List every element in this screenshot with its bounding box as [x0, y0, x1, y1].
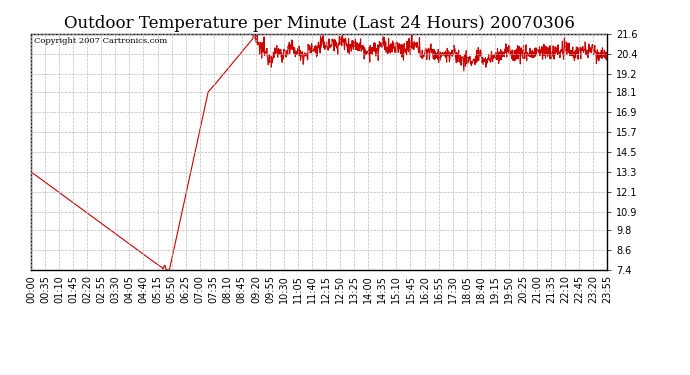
Text: Copyright 2007 Cartronics.com: Copyright 2007 Cartronics.com: [34, 37, 167, 45]
Title: Outdoor Temperature per Minute (Last 24 Hours) 20070306: Outdoor Temperature per Minute (Last 24 …: [63, 15, 575, 32]
